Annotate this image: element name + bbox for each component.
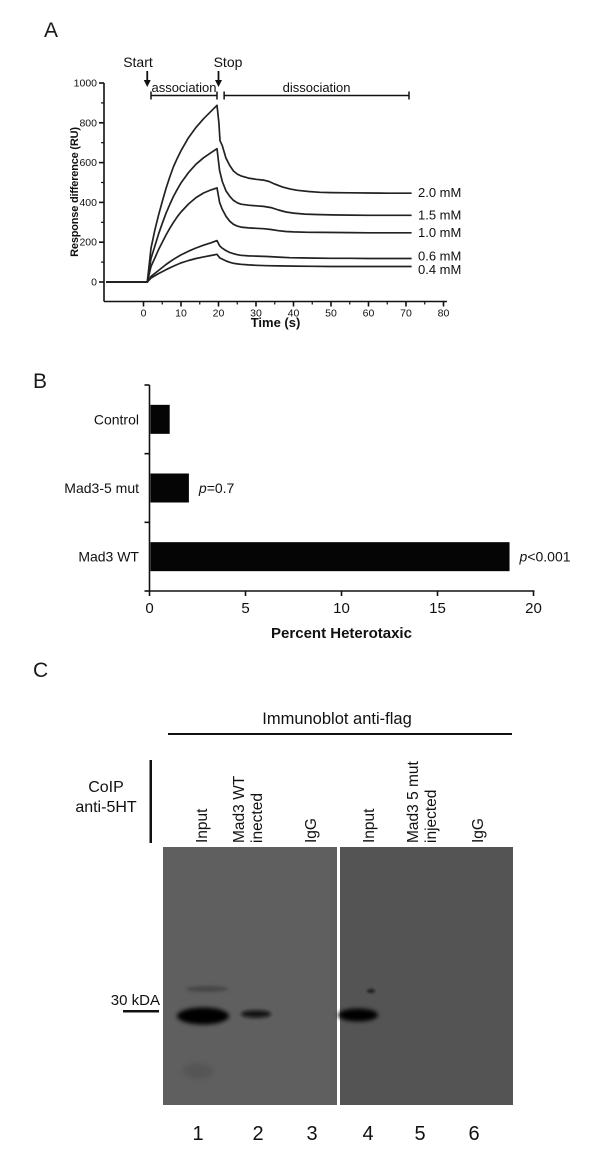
x-tick-label: 60 [363,308,375,320]
curve-label: 0.6 mM [418,249,461,264]
x-tick-label: 0 [145,600,153,617]
lane-number-4: 4 [362,1123,373,1145]
x-tick-label: 70 [400,308,412,320]
header-underline [168,733,512,735]
x-tick-label: 40 [288,308,300,320]
tspan: =0.7 [207,480,235,496]
lane-number-3: 3 [306,1123,317,1145]
x-tick-label: 20 [525,600,542,617]
curve-2.0-mM [106,104,412,283]
start-arrow-icon [143,80,151,87]
p-value-annotation: p=0.7 [198,480,235,496]
category-label: Mad3-5 mut [64,480,139,496]
marker-label: 30 kDA [111,992,160,1009]
start-label: Start [123,54,153,70]
category-label: Control [94,411,139,427]
stop-label: Stop [214,54,243,70]
y-tick-label: 0 [91,277,97,289]
category-label: Mad3 WT [78,549,139,565]
bar-mad3-wt [150,542,510,572]
lane-label-6: IgG [470,818,487,843]
lane-label-5: Mad3 5 mut [405,760,422,843]
panel-b-label: B [33,370,48,393]
coip-label-line2: anti-5HT [75,799,137,816]
curve-0.4-mM [106,253,412,283]
lane-number-2: 2 [252,1123,263,1145]
coip-bracket-line [149,760,152,843]
tspan: <0.001 [527,549,570,565]
y-tick-label: 200 [79,237,97,249]
lane-number-5: 5 [414,1123,425,1145]
association-label: association [151,80,216,95]
curve-label: 1.0 mM [418,225,461,240]
lane-number-1: 1 [192,1123,203,1145]
y-axis-title: Response difference (RU) [69,127,81,257]
x-tick-label: 30 [250,308,262,320]
blot-membrane-left [163,847,337,1105]
y-tick-label: 400 [79,197,97,209]
lane-label-2: Mad3 WT [231,775,248,843]
bar-control [150,404,170,434]
faint-speck-lane-4 [367,988,375,994]
stop-arrow-icon [215,80,222,87]
tspan: p [198,480,207,496]
lane-number-6: 6 [468,1123,479,1145]
heterotaxy-bar-chart: 0 5 10 15 20 Percent Heterotaxic Control Mad3-5… [64,384,571,640]
y-tick-label: 1000 [74,78,98,90]
lane-label-1: Input [194,808,211,843]
x-tick-label: 20 [213,308,225,320]
curve-1.5-mM [106,147,412,283]
p-value-annotation: p<0.001 [519,549,571,565]
blot-membrane-right [340,847,513,1105]
x-axis-title: Time (s) [251,315,301,330]
y-tick-label: 800 [79,117,97,129]
curve-label: 2.0 mM [418,185,461,200]
x-tick-label: 50 [325,308,337,320]
lane-label-3: IgG [303,818,320,843]
tspan: p [519,549,528,565]
band-lane-4 [338,1008,378,1022]
panel-c-label: C [33,659,49,682]
immunoblot-header: Immunoblot anti-flag [262,710,412,728]
curve-1.0-mM [106,187,412,283]
lane-label-5: injected [423,790,440,843]
spr-sensorgram-chart: 0 200 400 600 800 1000 0 10 20 30 40 50 60 70 80 Time (… [69,54,461,330]
x-tick-label: 5 [241,600,249,617]
x-tick-label: 0 [141,308,147,320]
curve-0.6-mM [106,239,412,283]
marker-line [123,1010,159,1013]
x-axis-title: Percent Heterotaxic [271,625,412,640]
band-lane-2 [241,1010,271,1018]
lane-label-4: Input [361,808,378,843]
dissociation-label: dissociation [283,80,351,95]
panel-a-label: A [44,19,59,42]
faint-upper-band-lane-1 [186,986,228,992]
x-tick-label: 80 [438,308,450,320]
lane-label-2: inected [249,793,266,843]
band-lane-1 [177,1007,229,1025]
coip-label-line1: CoIP [88,779,124,796]
coip-immunoblot: Immunoblot anti-flag CoIP anti-5HT Input Mad… [75,710,513,1145]
x-tick-label: 10 [175,308,187,320]
curve-label: 0.4 mM [418,262,461,277]
faint-smudge-lane-1 [183,1063,213,1079]
y-tick-label: 600 [79,157,97,169]
x-tick-label: 15 [429,600,446,617]
x-tick-label: 10 [333,600,350,617]
bar-mad3-5-mut [150,473,189,503]
curve-label: 1.5 mM [418,207,461,222]
